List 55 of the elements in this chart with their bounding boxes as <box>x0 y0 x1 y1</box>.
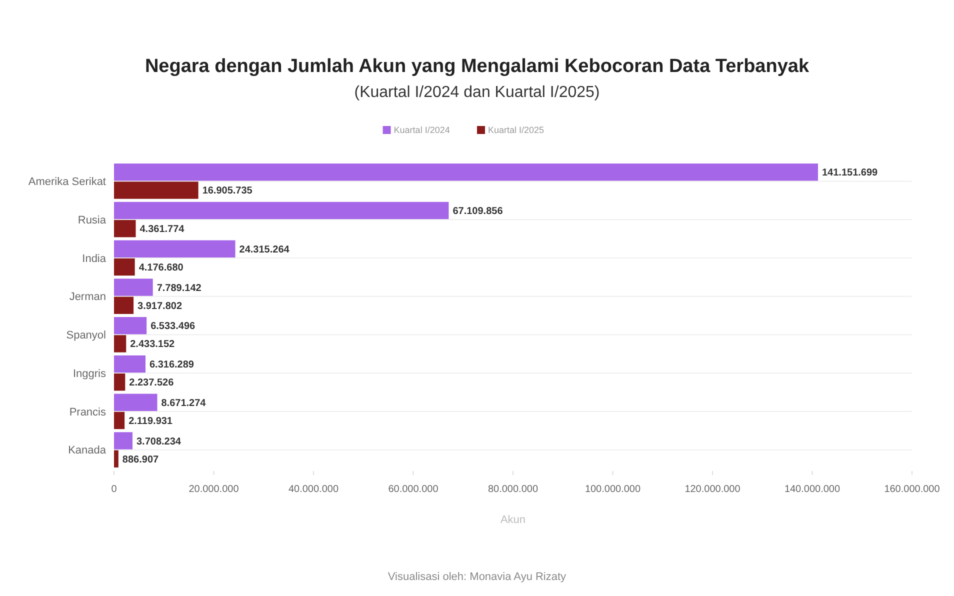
data-label: 4.176.680 <box>138 262 184 274</box>
data-label: 141.151.699 <box>822 168 878 179</box>
bar <box>114 412 125 430</box>
data-label: 16.905.735 <box>202 186 253 197</box>
legend-label: Kuartal I/2024 <box>394 125 450 136</box>
bar <box>114 432 132 450</box>
y-tick-label: Inggris <box>72 368 106 380</box>
chart-subtitle: (Kuartal I/2024 dan Kuartal I/2025) <box>354 84 600 101</box>
bar <box>114 164 818 181</box>
data-label: 6.316.289 <box>150 360 194 371</box>
y-tick-label: Kanada <box>68 444 107 457</box>
data-label: 24.315.264 <box>239 244 290 256</box>
bar <box>114 296 134 314</box>
bar <box>114 374 126 391</box>
y-tick-label: Rusia <box>78 214 107 226</box>
bar <box>114 182 198 199</box>
x-axis-title: Akun <box>500 514 526 526</box>
bar <box>114 278 153 296</box>
data-label: 4.361.774 <box>140 224 185 236</box>
bar <box>114 258 135 276</box>
data-label: 6.533.496 <box>150 321 196 332</box>
y-tick-label: Amerika Serikat <box>28 176 106 188</box>
bar <box>114 317 147 334</box>
x-tick-label: 140.000.000 <box>784 484 840 495</box>
y-tick-label: India <box>82 252 107 265</box>
bar <box>114 202 449 220</box>
data-label: 7.789.142 <box>156 282 202 294</box>
data-label: 3.708.234 <box>136 436 182 448</box>
legend-label: Kuartal I/2025 <box>488 125 544 136</box>
data-label: 8.671.274 <box>161 398 206 409</box>
bar <box>114 394 158 411</box>
text: Visualisasi oleh: Monavia Ayu Rizaty <box>388 571 567 583</box>
y-tick-label: Prancis <box>69 406 106 418</box>
x-tick-label: 60.000.000 <box>388 484 439 495</box>
bar <box>114 220 136 238</box>
x-tick-label: 40.000.000 <box>288 484 339 495</box>
data-label: 67.109.856 <box>452 206 504 218</box>
y-tick-label: Jerman <box>69 291 106 304</box>
bar <box>114 335 126 352</box>
x-tick-label: 100.000.000 <box>584 484 641 495</box>
x-tick-label: 0 <box>111 484 118 495</box>
x-tick-label: 160.000.000 <box>884 484 940 495</box>
x-tick-label: 80.000.000 <box>488 484 538 495</box>
bar <box>114 450 118 468</box>
data-label: 886.907 <box>122 454 160 466</box>
bar <box>114 355 146 373</box>
data-label: 2.433.152 <box>130 339 176 350</box>
x-tick-label: 120.000.000 <box>684 484 741 495</box>
x-tick-label: 20.000.000 <box>188 484 240 495</box>
bar <box>114 240 236 258</box>
y-tick-label: Spanyol <box>66 330 106 342</box>
chart-title: Negara dengan Jumlah Akun yang Mengalami Kebocoran Data Terbanyak <box>144 56 810 77</box>
data-label: 2.237.526 <box>129 378 174 389</box>
data-label: 3.917.802 <box>138 300 182 312</box>
data-label: 2.119.931 <box>128 416 173 427</box>
